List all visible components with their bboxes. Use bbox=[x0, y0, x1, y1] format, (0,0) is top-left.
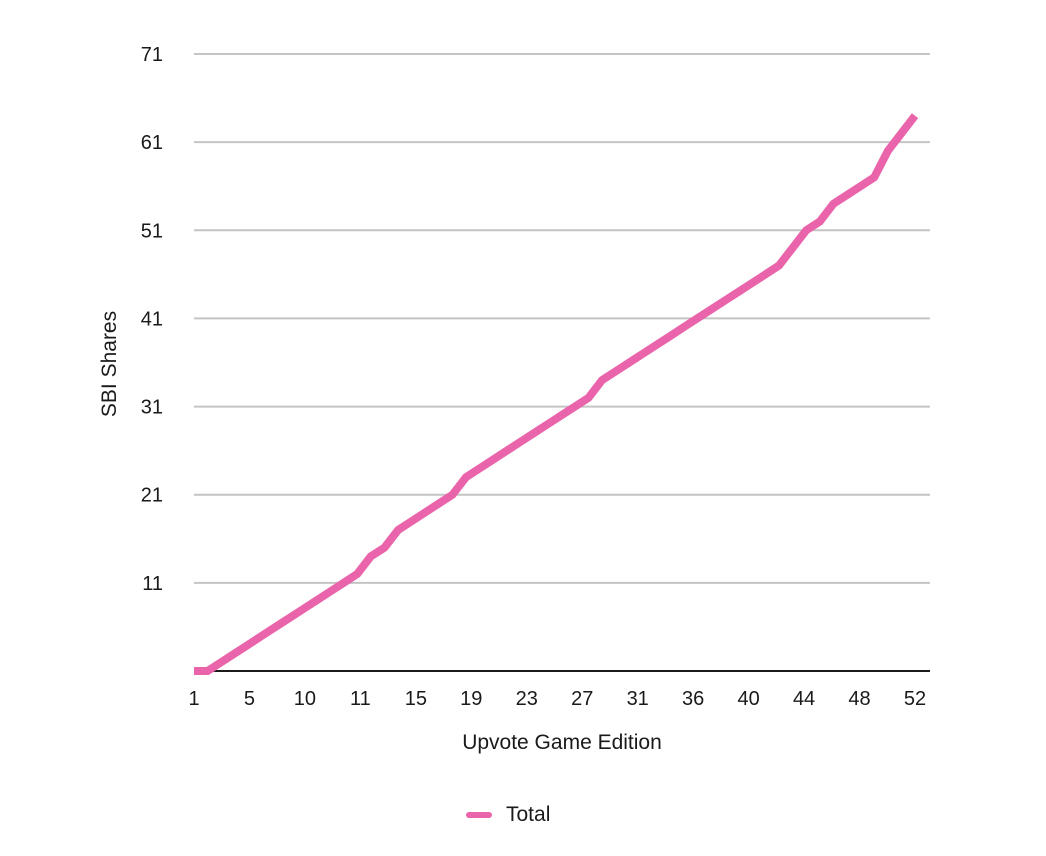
y-tick-labels: 11 21 31 41 51 61 71 bbox=[141, 44, 163, 595]
x-tick-label: 48 bbox=[848, 688, 870, 710]
x-tick-label: 10 bbox=[294, 688, 316, 710]
y-tick-label: 51 bbox=[141, 220, 163, 242]
x-tick-label: 27 bbox=[571, 688, 593, 710]
x-tick-label: 19 bbox=[460, 688, 482, 710]
gridlines bbox=[194, 53, 930, 584]
x-tick-label: 15 bbox=[405, 688, 427, 710]
x-tick-label: 40 bbox=[737, 688, 759, 710]
x-tick-label: 44 bbox=[793, 688, 815, 710]
x-axis-title: Upvote Game Edition bbox=[462, 731, 662, 754]
x-tick-labels: 1 5 10 11 15 19 23 27 31 36 40 44 48 52 bbox=[188, 688, 926, 710]
series-line-total bbox=[194, 113, 919, 675]
series-lines bbox=[194, 113, 919, 675]
x-tick-label: 23 bbox=[516, 688, 538, 710]
y-axis-title: SBI Shares bbox=[98, 311, 121, 417]
y-tick-label: 61 bbox=[141, 132, 163, 154]
legend-label-total: Total bbox=[506, 803, 551, 826]
x-tick-label: 11 bbox=[350, 688, 371, 710]
y-tick-label: 31 bbox=[141, 397, 163, 419]
y-tick-label: 11 bbox=[142, 573, 163, 595]
y-tick-label: 71 bbox=[141, 44, 163, 66]
legend-swatch-total bbox=[466, 812, 492, 818]
x-tick-label: 1 bbox=[188, 688, 199, 710]
x-tick-label: 31 bbox=[627, 688, 649, 710]
x-tick-label: 5 bbox=[244, 688, 255, 710]
y-tick-label: 21 bbox=[141, 485, 163, 507]
y-tick-label: 41 bbox=[141, 308, 163, 330]
x-tick-label: 36 bbox=[682, 688, 704, 710]
legend: Total bbox=[466, 800, 550, 830]
x-tick-label: 52 bbox=[904, 688, 926, 710]
